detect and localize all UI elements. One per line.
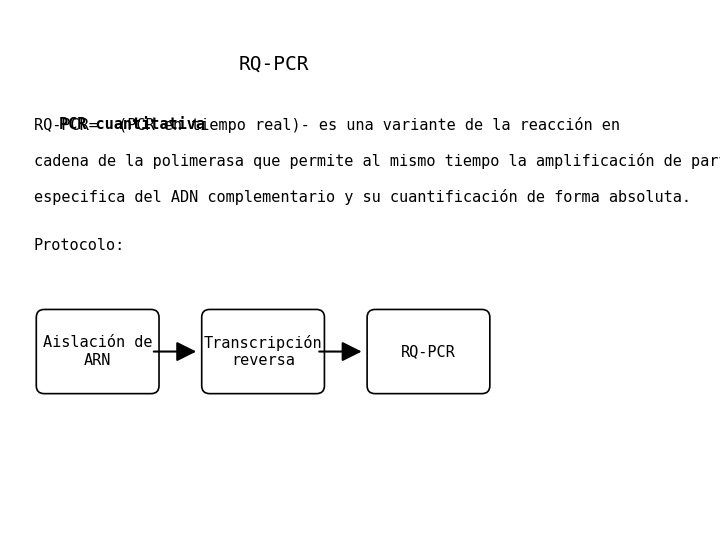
Text: RQ-PCR: RQ-PCR — [401, 344, 456, 359]
Text: Transcripción
reversa: Transcripción reversa — [204, 335, 323, 368]
FancyBboxPatch shape — [36, 309, 159, 394]
Text: PCR cuantitativa: PCR cuantitativa — [58, 117, 204, 132]
Text: cadena de la polimerasa que permite al mismo tiempo la amplificación de parte: cadena de la polimerasa que permite al m… — [34, 153, 720, 169]
Text: (PCR en tiempo real)- es una variante de la reacción en: (PCR en tiempo real)- es una variante de… — [109, 117, 619, 133]
Text: Aislación de
ARN: Aislación de ARN — [43, 335, 153, 368]
FancyBboxPatch shape — [202, 309, 325, 394]
FancyBboxPatch shape — [367, 309, 490, 394]
Text: RQ-PCR: RQ-PCR — [238, 55, 309, 73]
Text: RQ-PCR=: RQ-PCR= — [34, 117, 107, 132]
Text: Protocolo:: Protocolo: — [34, 239, 125, 253]
Text: especifica del ADN complementario y su cuantificación de forma absoluta.: especifica del ADN complementario y su c… — [34, 189, 690, 205]
